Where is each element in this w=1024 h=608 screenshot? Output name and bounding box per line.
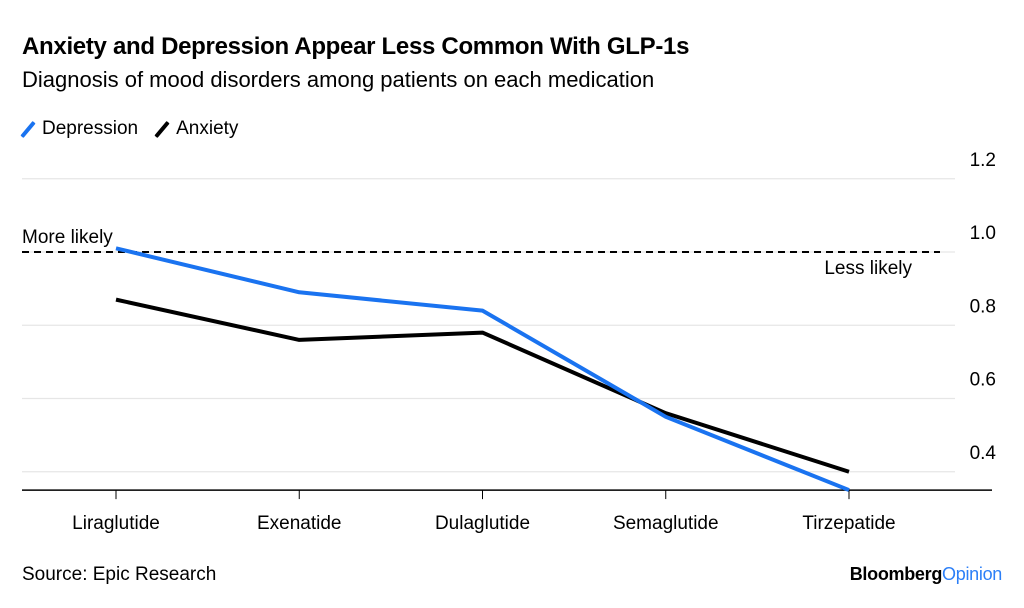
legend: Depression Anxiety: [20, 118, 239, 140]
brand-logo: BloombergOpinion: [849, 564, 1003, 585]
source-note: Source: Epic Research: [22, 564, 217, 585]
chart-subtitle: Diagnosis of mood disorders among patien…: [22, 67, 655, 92]
y-tick-label: 0.8: [970, 296, 996, 317]
legend-item-anxiety: Anxiety: [154, 118, 239, 140]
x-tick-label: Exenatide: [257, 513, 342, 534]
annotation-less-likely: Less likely: [824, 258, 912, 279]
y-tick-label: 0.6: [970, 370, 996, 391]
legend-item-depression: Depression: [20, 118, 139, 140]
legend-label-anxiety: Anxiety: [176, 118, 239, 139]
x-tick-label: Dulaglutide: [435, 513, 530, 534]
x-tick-label: Tirzepatide: [802, 513, 895, 534]
series-line-depression: [115, 246, 850, 492]
y-tick-label: 0.4: [970, 443, 997, 464]
y-tick-label: 1.0: [970, 223, 996, 244]
brand-primary: Bloomberg: [849, 564, 943, 584]
y-tick-label: 1.2: [970, 150, 996, 171]
x-tick-label: Semaglutide: [613, 513, 719, 534]
brand-secondary: Opinion: [942, 564, 1002, 584]
legend-label-depression: Depression: [42, 118, 139, 139]
x-tick-label: Liraglutide: [72, 513, 160, 534]
chart-title: Anxiety and Depression Appear Less Commo…: [22, 33, 690, 60]
annotation-more-likely: More likely: [22, 227, 113, 248]
